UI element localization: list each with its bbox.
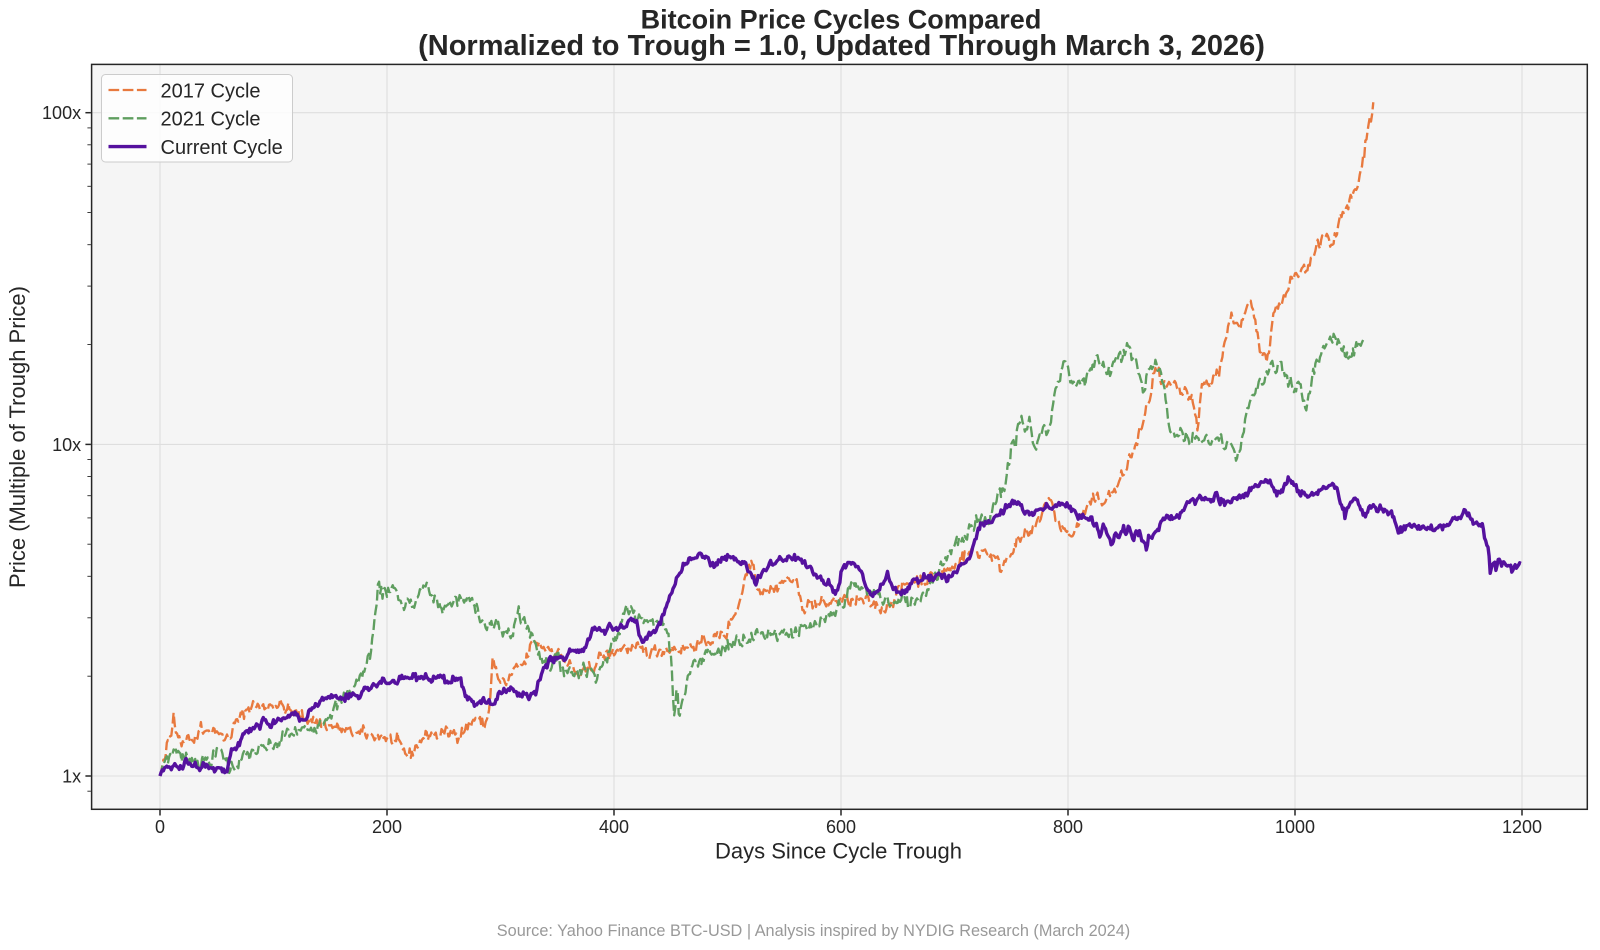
- svg-text:1000: 1000: [1275, 817, 1315, 837]
- svg-text:400: 400: [599, 817, 629, 837]
- svg-text:10x: 10x: [52, 435, 81, 455]
- svg-text:100x: 100x: [42, 103, 81, 123]
- svg-text:2017 Cycle: 2017 Cycle: [161, 80, 261, 102]
- svg-text:Bitcoin Price Cycles Compared: Bitcoin Price Cycles Compared: [641, 5, 1042, 35]
- svg-text:Source: Yahoo Finance BTC-USD: Source: Yahoo Finance BTC-USD | Analysis…: [497, 922, 1130, 940]
- svg-text:2021 Cycle: 2021 Cycle: [161, 109, 261, 131]
- svg-text:0: 0: [155, 817, 165, 837]
- svg-text:1x: 1x: [62, 766, 81, 786]
- svg-text:800: 800: [1053, 817, 1083, 837]
- svg-text:1200: 1200: [1502, 817, 1542, 837]
- svg-text:Price (Multiple of Trough Pric: Price (Multiple of Trough Price): [5, 286, 30, 588]
- svg-text:Days Since Cycle Trough: Days Since Cycle Trough: [715, 839, 962, 864]
- svg-text:600: 600: [826, 817, 856, 837]
- svg-text:200: 200: [372, 817, 402, 837]
- svg-text:(Normalized to Trough = 1.0, U: (Normalized to Trough = 1.0, Updated Thr…: [418, 30, 1265, 62]
- svg-text:Current Cycle: Current Cycle: [161, 137, 283, 159]
